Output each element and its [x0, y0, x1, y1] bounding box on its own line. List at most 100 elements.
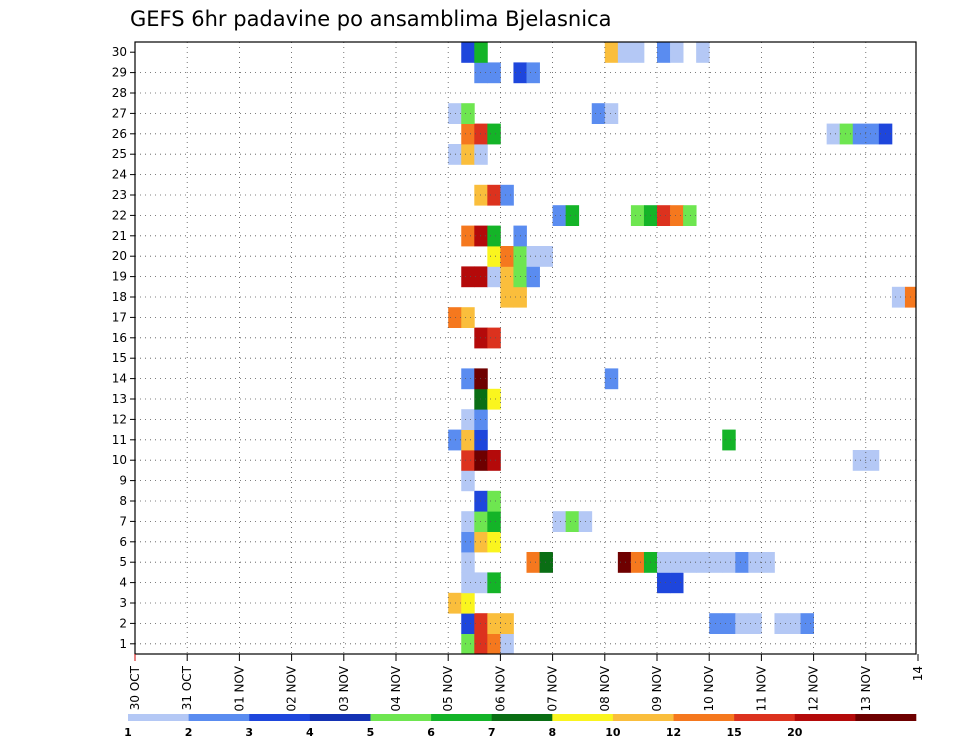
y-tick-label: 1 — [119, 637, 127, 651]
heatmap-cell — [617, 42, 632, 63]
heatmap-cell — [474, 613, 488, 634]
heatmap-cell — [487, 531, 501, 553]
y-tick-label: 2 — [119, 616, 127, 630]
heatmap-cell — [474, 450, 488, 471]
grid-lines — [135, 42, 916, 654]
x-tick-label: 03 NOV — [337, 665, 351, 711]
heatmap-cell — [448, 103, 462, 124]
heatmap-cell — [852, 123, 867, 145]
heatmap-cell — [683, 552, 697, 573]
heatmap-cell — [500, 633, 514, 655]
heatmap-cell — [657, 572, 671, 594]
heatmap-cell — [461, 592, 475, 614]
heatmap-cell — [461, 144, 475, 165]
heatmap-cell — [474, 123, 488, 145]
legend-label: 8 — [548, 726, 556, 739]
heatmap-cell — [774, 613, 788, 634]
x-tick-label: 31 OCT — [180, 665, 194, 710]
heatmap-cell — [865, 123, 880, 145]
heatmap-cell — [500, 266, 514, 288]
y-axis: 1234567891011121314151617181920212223242… — [112, 45, 135, 651]
heatmap-cell — [683, 205, 697, 226]
heatmap-cell — [461, 103, 475, 124]
heatmap-cell — [448, 307, 462, 328]
heatmap-cell — [474, 572, 488, 594]
y-tick-label: 9 — [119, 474, 127, 488]
heatmap-cells — [448, 42, 917, 655]
legend-label: 12 — [666, 726, 681, 739]
legend-swatch — [249, 714, 311, 721]
heatmap-cell — [487, 184, 501, 206]
heatmap-cell — [657, 205, 671, 226]
legend-label: 1 — [124, 726, 132, 739]
heatmap-cell — [461, 368, 475, 390]
legend-swatch — [734, 714, 796, 721]
heatmap-cell — [474, 409, 488, 430]
heatmap-cell — [526, 552, 540, 573]
x-tick-label: 05 NOV — [441, 665, 455, 711]
legend-swatch — [794, 714, 856, 721]
heatmap-cell — [461, 552, 475, 573]
y-tick-label: 4 — [119, 576, 127, 590]
x-tick-label: 06 NOV — [493, 665, 507, 711]
heatmap-cell — [474, 429, 488, 451]
y-tick-label: 22 — [112, 208, 127, 222]
heatmap-cell — [500, 613, 514, 634]
heatmap-cell — [552, 511, 567, 532]
heatmap-cell — [657, 42, 671, 63]
heatmap-cell — [630, 205, 645, 226]
heatmap-cell — [461, 307, 475, 328]
legend-swatch — [370, 714, 432, 721]
heatmap-cell — [461, 429, 475, 451]
x-tick-label: 04 NOV — [389, 665, 403, 711]
y-tick-label: 5 — [119, 555, 127, 569]
y-tick-label: 26 — [112, 127, 127, 141]
y-tick-label: 8 — [119, 494, 127, 508]
heatmap-cell — [461, 225, 475, 247]
heatmap-cell — [617, 552, 632, 573]
heatmap-cell — [461, 531, 475, 553]
y-tick-label: 18 — [112, 290, 127, 304]
y-tick-label: 20 — [112, 249, 127, 263]
heatmap-cell — [474, 144, 488, 165]
heatmap-cell — [657, 552, 671, 573]
y-tick-label: 15 — [112, 351, 127, 365]
y-tick-label: 3 — [119, 596, 127, 610]
heatmap-cell — [865, 450, 880, 471]
heatmap-cell — [474, 531, 488, 553]
heatmap-cell — [474, 388, 488, 410]
heatmap-cell — [461, 42, 475, 63]
plot-frame — [134, 41, 917, 655]
chart-title: GEFS 6hr padavine po ansamblima Bjelasni… — [130, 7, 611, 31]
y-tick-label: 14 — [112, 372, 127, 386]
heatmap-cell — [474, 266, 488, 288]
legend-label: 6 — [427, 726, 435, 739]
y-tick-label: 24 — [112, 168, 127, 182]
legend-swatch — [309, 714, 371, 721]
y-tick-label: 27 — [112, 106, 127, 120]
heatmap-cell — [500, 286, 514, 308]
legend-label: 3 — [245, 726, 253, 739]
heatmap-cell — [487, 613, 501, 634]
heatmap-cell — [722, 552, 736, 573]
heatmap-cell — [487, 266, 501, 288]
heatmap-cell — [461, 572, 475, 594]
heatmap-cell — [474, 327, 488, 349]
legend-swatch — [673, 714, 735, 721]
heatmap-cell — [487, 246, 501, 267]
heatmap-cell — [474, 184, 488, 206]
heatmap-cell — [461, 450, 475, 471]
heatmap-cell — [474, 42, 488, 63]
heatmap-cell — [474, 225, 488, 247]
legend-swatch — [552, 714, 614, 721]
heatmap-cell — [461, 123, 475, 145]
heatmap-cell — [487, 225, 501, 247]
heatmap-cell — [461, 409, 475, 430]
y-tick-label: 19 — [112, 270, 127, 284]
legend-swatch — [855, 714, 917, 721]
y-tick-label: 25 — [112, 147, 127, 161]
legend-swatch — [188, 714, 250, 721]
x-tick-label: 10 NOV — [702, 665, 716, 711]
heatmap-cell — [487, 633, 501, 655]
